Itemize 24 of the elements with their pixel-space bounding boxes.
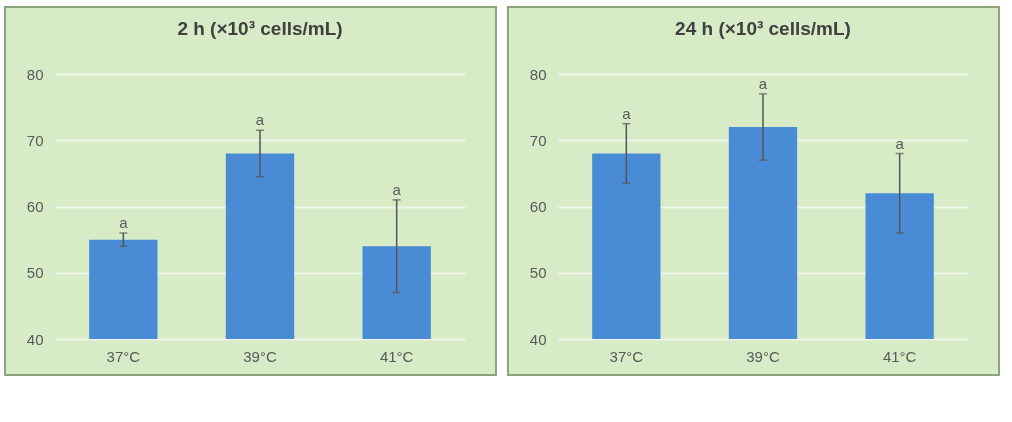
y-tick-label: 40	[26, 330, 44, 348]
annotation: a	[119, 214, 129, 231]
x-tick-label: 37°C	[106, 347, 141, 365]
annotation: a	[622, 104, 632, 122]
annotation: a	[758, 74, 768, 92]
y-tick-label: 80	[26, 65, 44, 83]
chart-title: 2 h (×10³ cells/mL)	[177, 18, 343, 39]
y-tick-label: 40	[529, 330, 547, 348]
y-tick-label: 70	[529, 131, 547, 149]
x-tick-label: 39°C	[746, 347, 780, 365]
annotation: a	[895, 134, 905, 152]
annotation: a	[255, 111, 265, 129]
x-tick-label: 41°C	[882, 347, 917, 365]
chart-title: 24 h (×10³ cells/mL)	[675, 18, 851, 39]
y-tick-label: 60	[529, 198, 547, 215]
annotation: a	[392, 180, 402, 198]
x-tick-label: 37°C	[609, 347, 644, 365]
y-tick-label: 60	[26, 198, 44, 215]
y-tick-label: 50	[26, 264, 44, 282]
y-tick-label: 70	[26, 131, 44, 149]
y-tick-label: 50	[529, 264, 547, 282]
x-tick-label: 41°C	[379, 347, 414, 365]
x-tick-label: 39°C	[243, 347, 277, 365]
y-tick-label: 80	[529, 65, 547, 83]
